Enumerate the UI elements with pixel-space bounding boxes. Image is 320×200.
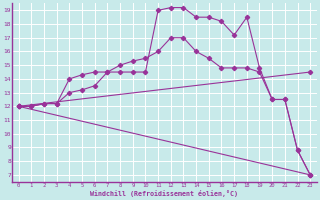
X-axis label: Windchill (Refroidissement éolien,°C): Windchill (Refroidissement éolien,°C) xyxy=(91,190,238,197)
